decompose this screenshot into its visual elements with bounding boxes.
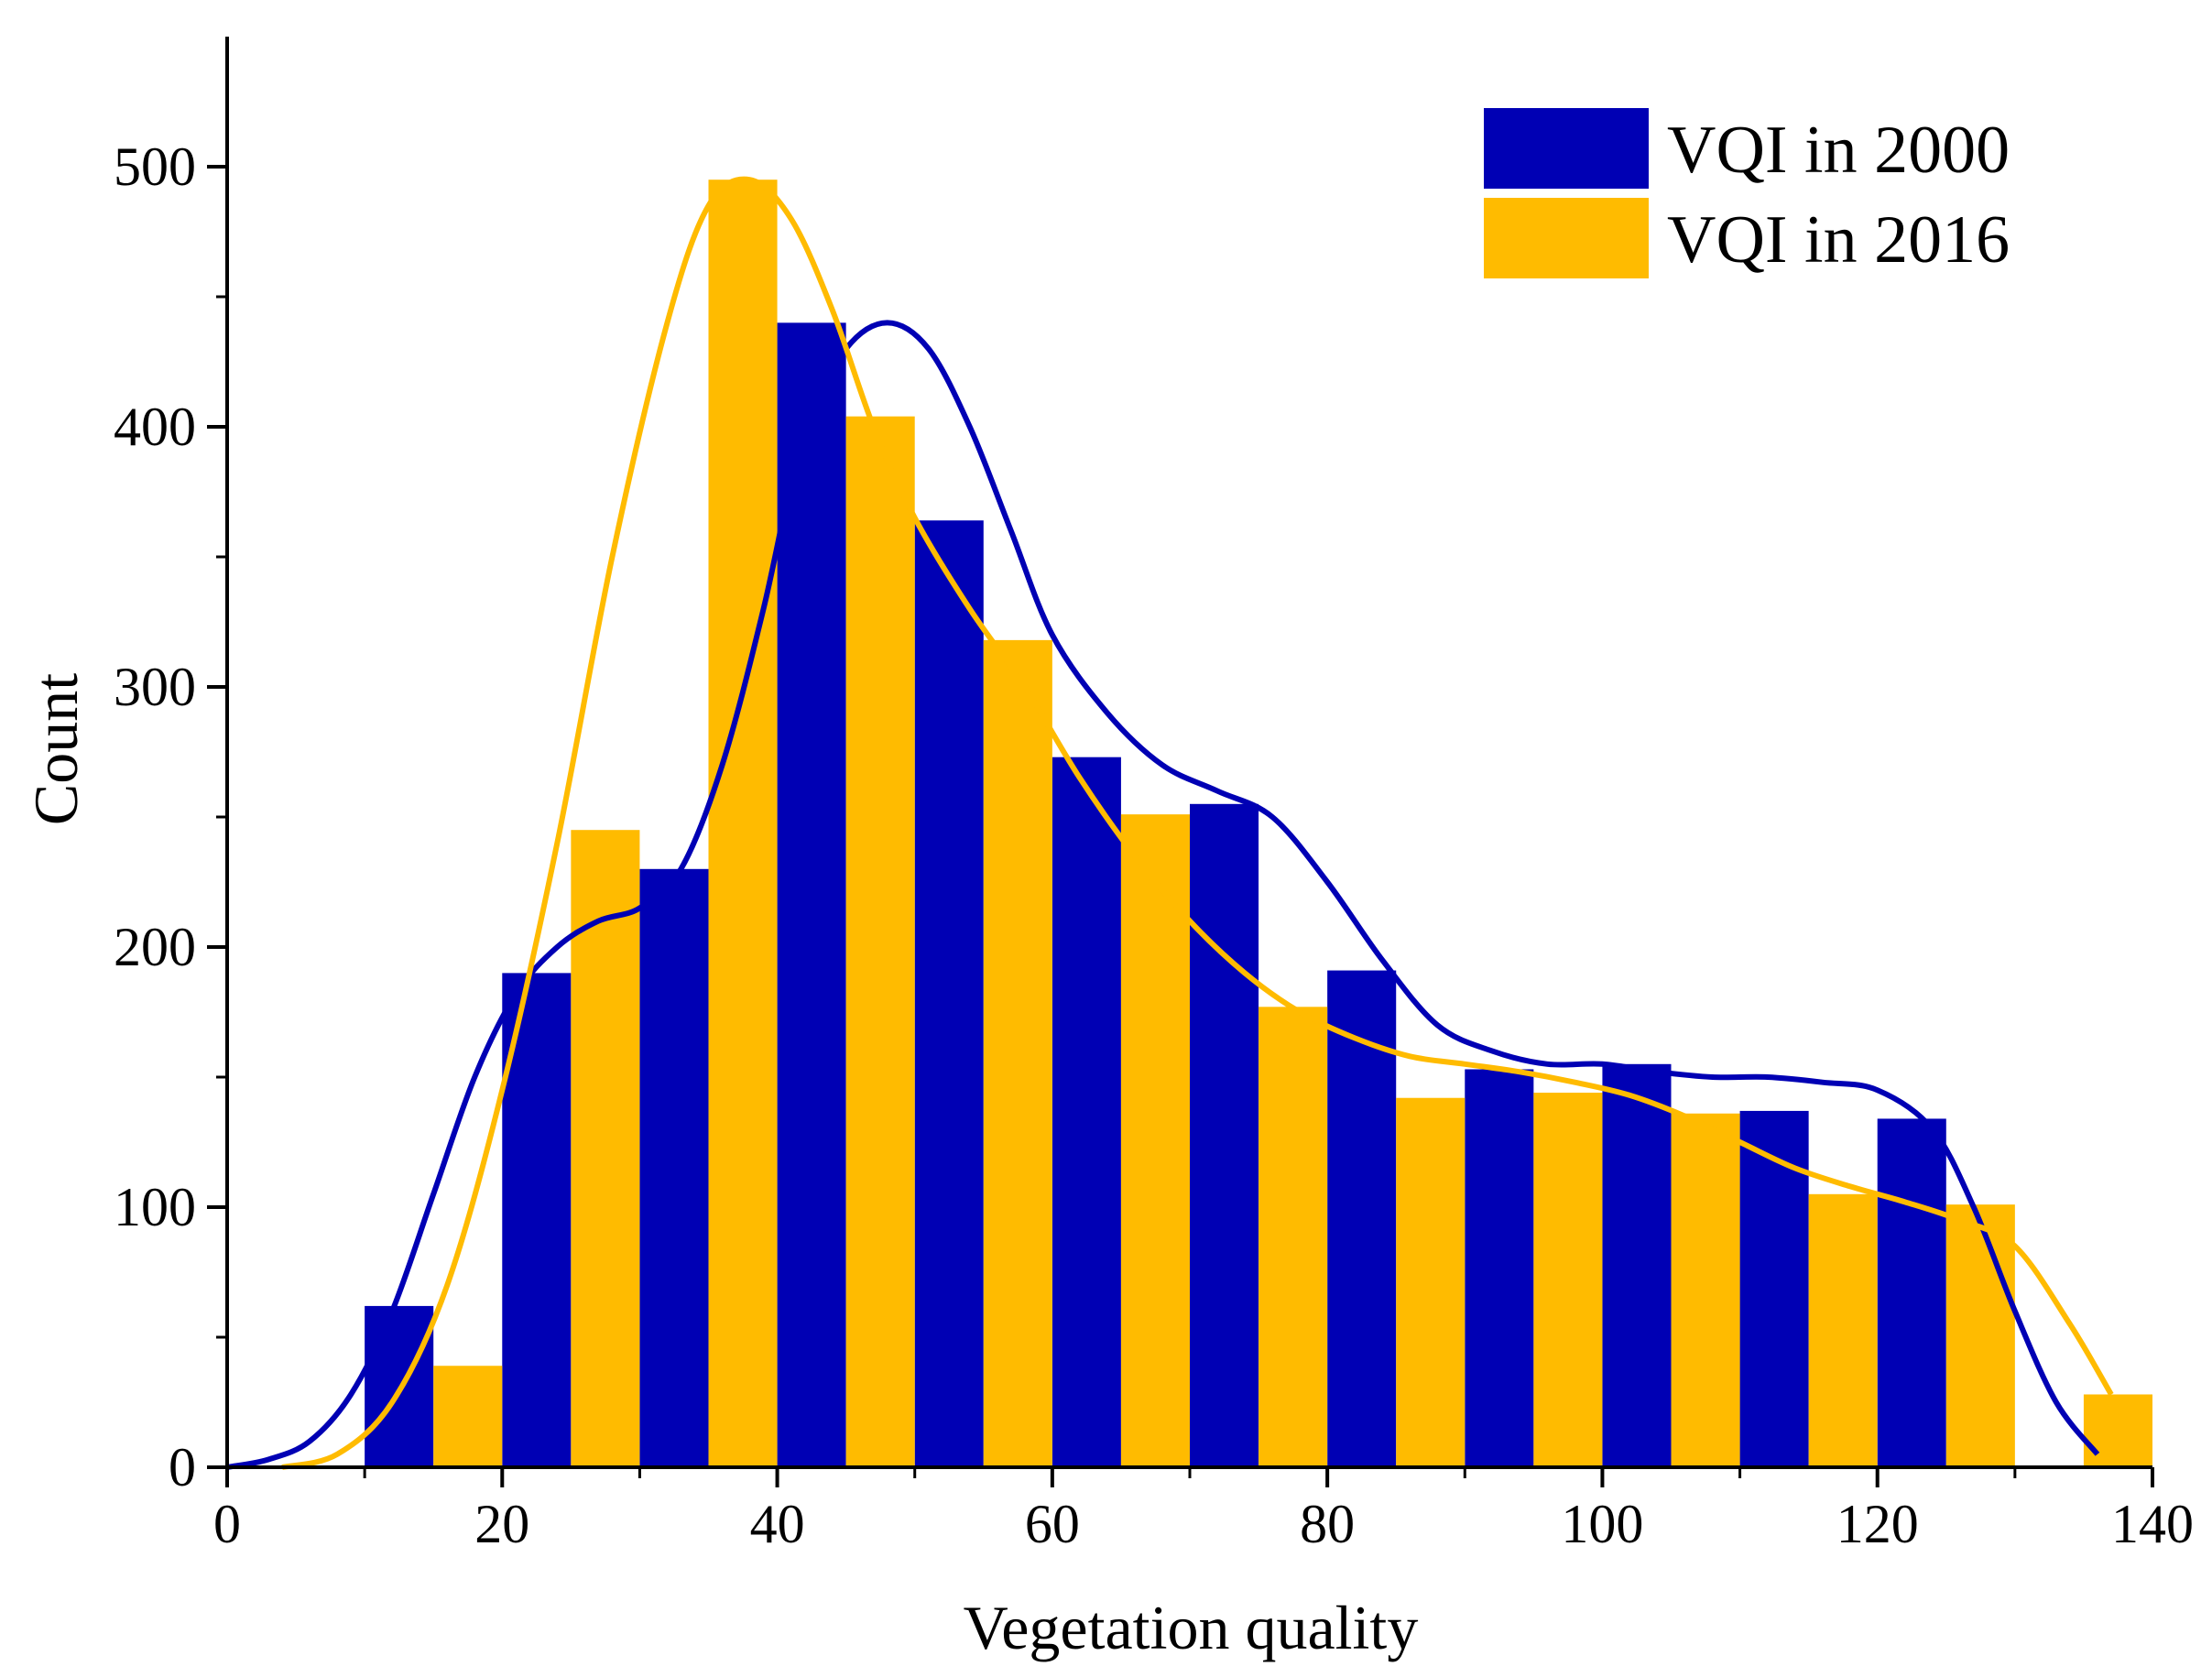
bar-vqi-in-2000-82.5 [1327, 970, 1397, 1467]
x-axis-title: Vegetation quality [964, 1593, 1419, 1662]
series-2016-bars [433, 180, 2152, 1468]
bar-vqi-in-2016-17.5 [433, 1366, 503, 1467]
curve-vqi-in-2016 [281, 176, 2114, 1470]
bar-vqi-in-2000-72.5 [1190, 803, 1259, 1467]
axes: 0 20 40 60 80 100 120 140 0 100 200 300 400 500 [114, 37, 2194, 1554]
y-tick-label-500: 500 [114, 136, 196, 197]
y-tick-label-300: 300 [114, 657, 196, 717]
legend-swatch-2016 [1484, 198, 1649, 278]
series-2000-bars [365, 322, 1946, 1467]
x-tick-label-80: 80 [1300, 1494, 1355, 1554]
bar-vqi-in-2016-47.5 [845, 416, 915, 1467]
bar-vqi-in-2016-27.5 [571, 830, 640, 1467]
x-tick-label-100: 100 [1561, 1494, 1643, 1554]
bar-vqi-in-2016-127.5 [1945, 1204, 2015, 1467]
x-tick-label-0: 0 [213, 1494, 241, 1554]
bar-vqi-in-2000-112.5 [1739, 1110, 1809, 1467]
bar-vqi-in-2016-37.5 [708, 180, 778, 1468]
bar-vqi-in-2016-107.5 [1671, 1113, 1740, 1467]
y-axis-title: Count [21, 673, 91, 825]
legend-label-2000: VQI in 2000 [1667, 113, 2010, 188]
x-tick-label-20: 20 [474, 1494, 529, 1554]
bar-vqi-in-2000-22.5 [502, 973, 572, 1467]
y-tick-label-200: 200 [114, 917, 196, 977]
bar-vqi-in-2016-137.5 [2083, 1394, 2152, 1467]
bar-vqi-in-2000-122.5 [1877, 1118, 1946, 1467]
legend-swatch-2000 [1484, 108, 1649, 189]
bar-vqi-in-2000-32.5 [639, 868, 709, 1467]
bar-vqi-in-2000-92.5 [1465, 1069, 1534, 1467]
legend: VQI in 2000 VQI in 2016 [1484, 108, 2010, 278]
x-tick-label-140: 140 [2111, 1494, 2194, 1554]
density-curves [226, 176, 2114, 1470]
y-tick-label-100: 100 [114, 1177, 196, 1237]
y-tick-label-0: 0 [169, 1437, 196, 1497]
y-tick-label-400: 400 [114, 397, 196, 457]
bar-vqi-in-2016-97.5 [1533, 1093, 1603, 1467]
bar-vqi-in-2000-52.5 [914, 520, 984, 1467]
x-tick-label-120: 120 [1836, 1494, 1919, 1554]
bar-vqi-in-2016-57.5 [983, 639, 1052, 1467]
legend-label-2016: VQI in 2016 [1667, 202, 2010, 278]
bar-vqi-in-2016-67.5 [1120, 814, 1190, 1467]
x-tick-label-60: 60 [1025, 1494, 1080, 1554]
curve-vqi-in-2000 [226, 320, 2100, 1470]
bar-vqi-in-2000-42.5 [777, 322, 846, 1467]
bar-vqi-in-2016-77.5 [1259, 1007, 1328, 1467]
bar-vqi-in-2016-87.5 [1396, 1097, 1466, 1467]
bar-vqi-in-2000-62.5 [1052, 757, 1121, 1467]
x-tick-label-40: 40 [750, 1494, 805, 1554]
bar-vqi-in-2016-117.5 [1808, 1193, 1878, 1467]
bar-vqi-in-2000-102.5 [1602, 1063, 1672, 1467]
